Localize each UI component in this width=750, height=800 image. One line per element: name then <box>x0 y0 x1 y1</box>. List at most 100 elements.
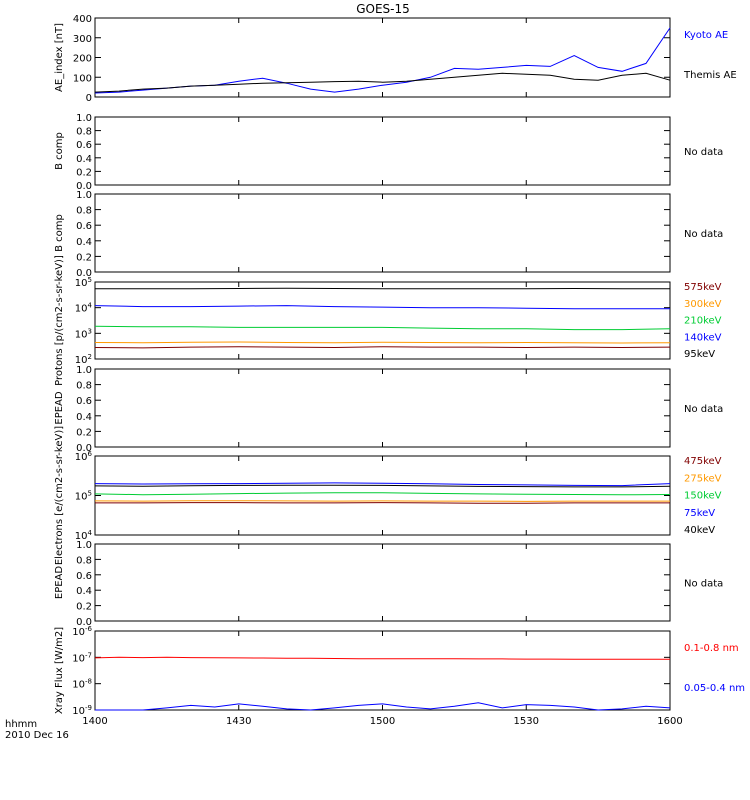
panel-2-no-data-label: No data <box>684 229 723 240</box>
panel-0-series-1 <box>94 72 671 93</box>
panel-5-legend-2: 150keV <box>684 491 722 502</box>
panel-1-ytick-label-3: 0.6 <box>76 140 92 151</box>
panel-0-ytick-label-1: 100 <box>73 73 92 84</box>
panel-3-legend-3: 140keV <box>684 332 722 343</box>
panel-1: 0.0 0.2 0.4 0.6 0.8 1.0 B comp No data <box>54 113 723 192</box>
panel-5-frame <box>94 455 671 536</box>
panel-2: 0.0 0.2 0.4 0.6 0.8 1.0 B comp No data <box>54 190 723 279</box>
panel-7-legend-1: 0.05-0.4 nm <box>684 683 745 694</box>
panel-2-ytick-label-4: 0.8 <box>76 206 92 217</box>
panel-7-frame <box>94 630 671 711</box>
panel-3-series-3 <box>94 305 670 310</box>
panel-4-ytick-label-4: 0.8 <box>76 381 92 392</box>
panel-0-series-0 <box>94 27 671 94</box>
panel-2-ytick-label-3: 0.6 <box>76 221 92 232</box>
panel-2-ytick-label-1: 0.2 <box>76 252 92 263</box>
panel-5-ytick-label-2: 106 <box>75 450 93 463</box>
panel-5-legend-4: 40keV <box>684 525 715 536</box>
panel-0-ytick-label-3: 300 <box>73 34 92 45</box>
panel-3-series-0 <box>94 346 671 349</box>
panel-6: 0.0 0.2 0.4 0.6 0.8 1.0 EPEAD No data <box>54 540 723 628</box>
panel-4-ytick-label-3: 0.6 <box>76 396 92 407</box>
x-axis-tick-label-3: 1530 <box>514 716 539 727</box>
x-axis-corner-label-hhmm: hhmm <box>5 719 37 730</box>
panel-7-ytick-label-0: 10-9 <box>72 704 92 717</box>
panel-1-ylabel: B comp <box>54 132 65 170</box>
panel-3-legend-4: 95keV <box>684 349 715 360</box>
panel-6-ytick-label-5: 1.0 <box>76 540 92 551</box>
panel-3-ylabel: Protons [p/(cm2-s-sr-keV)] <box>54 255 65 386</box>
panel-2-ytick-label-2: 0.4 <box>76 237 92 248</box>
panel-4: 0.0 0.2 0.4 0.6 0.8 1.0 EPEAD No data <box>54 365 723 454</box>
panel-4-ytick-label-1: 0.2 <box>76 427 92 438</box>
panel-7-series-0 <box>94 656 670 660</box>
x-axis-tick-label-4: 1600 <box>657 716 682 727</box>
panel-1-ytick-label-4: 0.8 <box>76 127 92 138</box>
panel-7-legend-0: 0.1-0.8 nm <box>684 643 739 654</box>
x-axis-tick-label-1: 1430 <box>226 716 251 727</box>
panels-group: 0 100 200 300 400 AE_index [nT] Kyoto AE Themis… <box>54 14 745 717</box>
panel-5-ytick-label-0: 104 <box>75 529 93 542</box>
panel-2-frame <box>94 193 671 273</box>
panel-5-legend-0: 475keV <box>684 456 722 467</box>
panel-3-legend-1: 300keV <box>684 299 722 310</box>
panel-7-ytick-label-1: 10-8 <box>72 678 92 691</box>
panel-6-ytick-label-4: 0.8 <box>76 555 92 566</box>
panel-4-ylabel: EPEAD <box>54 391 65 425</box>
panel-5-ylabel: Electrons [e/(cm2-s-sr-keV)] <box>54 426 65 565</box>
panel-3: 102 103 104 105 Protons [p/(cm2-s-sr-keV)] 57… <box>54 255 722 386</box>
panel-7: 10-9 10-8 10-7 10-6 Xray Flux [W/m2] 0.1-0.8 … <box>54 625 745 717</box>
panel-1-ytick-label-2: 0.4 <box>76 154 92 165</box>
panel-6-ytick-label-3: 0.6 <box>76 571 92 582</box>
panel-4-ytick-label-0: 0.0 <box>76 443 92 454</box>
panel-5-series-3 <box>94 482 671 487</box>
panel-2-ytick-label-0: 0.0 <box>76 268 92 279</box>
panel-5-series-1 <box>94 500 670 502</box>
panel-6-ytick-label-0: 0.0 <box>76 617 92 628</box>
panel-5-legend-1: 275keV <box>684 473 722 484</box>
x-axis: 1400 1430 1500 1530 1600 <box>82 716 682 727</box>
panel-0-ytick-label-4: 400 <box>73 14 92 25</box>
panel-3-legend-2: 210keV <box>684 316 722 327</box>
panel-3-legend-0: 575keV <box>684 282 722 293</box>
panel-6-ytick-label-1: 0.2 <box>76 602 92 613</box>
panel-0-ytick-label-2: 200 <box>73 54 92 65</box>
panel-3-ytick-label-3: 105 <box>75 276 92 289</box>
panel-3-series-2 <box>94 325 671 331</box>
x-axis-corner-label-date: 2010 Dec 16 <box>5 730 69 741</box>
panel-1-ytick-label-5: 1.0 <box>76 113 92 124</box>
panel-4-ytick-label-5: 1.0 <box>76 365 92 376</box>
panel-5-series-0 <box>95 502 670 504</box>
chart-title: GOES-15 <box>356 2 410 16</box>
panel-5-ytick-label-1: 105 <box>75 490 92 503</box>
panel-7-series-1 <box>95 702 671 711</box>
panel-5-series-2 <box>94 492 671 496</box>
panel-0-ytick-label-0: 0 <box>86 93 92 104</box>
x-axis-tick-label-2: 1500 <box>370 716 395 727</box>
panel-5: 104 105 106 Electrons [e/(cm2-s-sr-keV)] 475… <box>54 426 722 565</box>
panel-6-ylabel: EPEAD <box>54 566 65 600</box>
panel-3-ytick-label-0: 102 <box>75 353 92 366</box>
panel-0: 0 100 200 300 400 AE_index [nT] Kyoto AE Themis… <box>54 14 737 104</box>
x-axis-tick-label-0: 1400 <box>82 716 107 727</box>
panel-1-no-data-label: No data <box>684 147 723 158</box>
panel-1-ytick-label-0: 0.0 <box>76 181 92 192</box>
panel-6-no-data-label: No data <box>684 579 723 590</box>
panel-6-ytick-label-2: 0.4 <box>76 586 92 597</box>
panel-1-ytick-label-1: 0.2 <box>76 167 92 178</box>
panel-0-legend-1: Themis AE <box>683 70 737 81</box>
panel-5-legend-3: 75keV <box>684 508 715 519</box>
panel-7-ytick-label-3: 10-6 <box>72 625 92 638</box>
panel-7-ytick-label-2: 10-7 <box>72 651 92 664</box>
panel-2-ytick-label-5: 1.0 <box>76 190 92 201</box>
panel-3-series-1 <box>94 341 671 344</box>
panel-1-frame <box>94 116 671 186</box>
panel-3-ytick-label-2: 104 <box>75 302 93 315</box>
panel-4-no-data-label: No data <box>684 404 723 415</box>
panel-4-ytick-label-2: 0.4 <box>76 412 92 423</box>
panel-3-ytick-label-1: 103 <box>75 327 92 340</box>
panel-5-series-4 <box>94 484 671 488</box>
panel-0-ylabel: AE_index [nT] <box>54 23 65 92</box>
panel-0-legend-0: Kyoto AE <box>684 30 728 41</box>
